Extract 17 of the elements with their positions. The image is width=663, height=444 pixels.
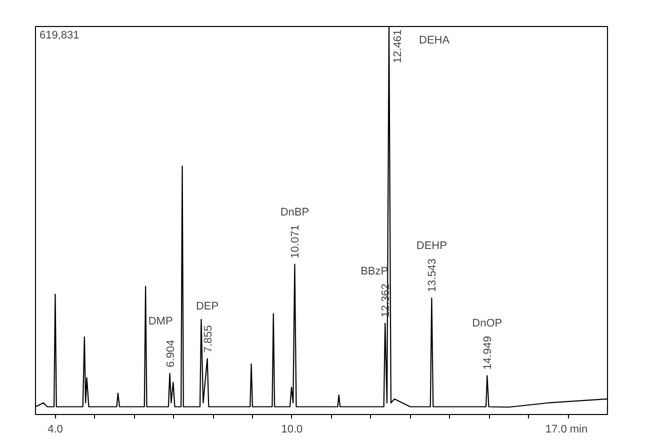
annotation: DnOP: [472, 318, 502, 330]
x-tick-label: 17.0 min: [545, 424, 588, 436]
annotation: 12.461: [392, 29, 404, 64]
annotation: 6.904: [164, 340, 177, 368]
annotation: 13.543: [426, 258, 439, 292]
annotation: DEP: [196, 300, 219, 313]
annotation: 619,831: [40, 30, 80, 42]
annotation: DnBP: [280, 206, 310, 218]
x-tick-label: 10.0: [281, 424, 303, 436]
annotation: 7.855: [202, 325, 214, 353]
annotation: DMP: [148, 315, 173, 328]
annotation: DEHP: [416, 240, 447, 252]
annotation: 14.949: [482, 336, 494, 370]
x-tick-label: 4.0: [48, 424, 63, 436]
annotation: DEHA: [418, 34, 450, 46]
annotation: 12.362: [380, 284, 392, 318]
annotation: 10.071: [290, 224, 302, 258]
